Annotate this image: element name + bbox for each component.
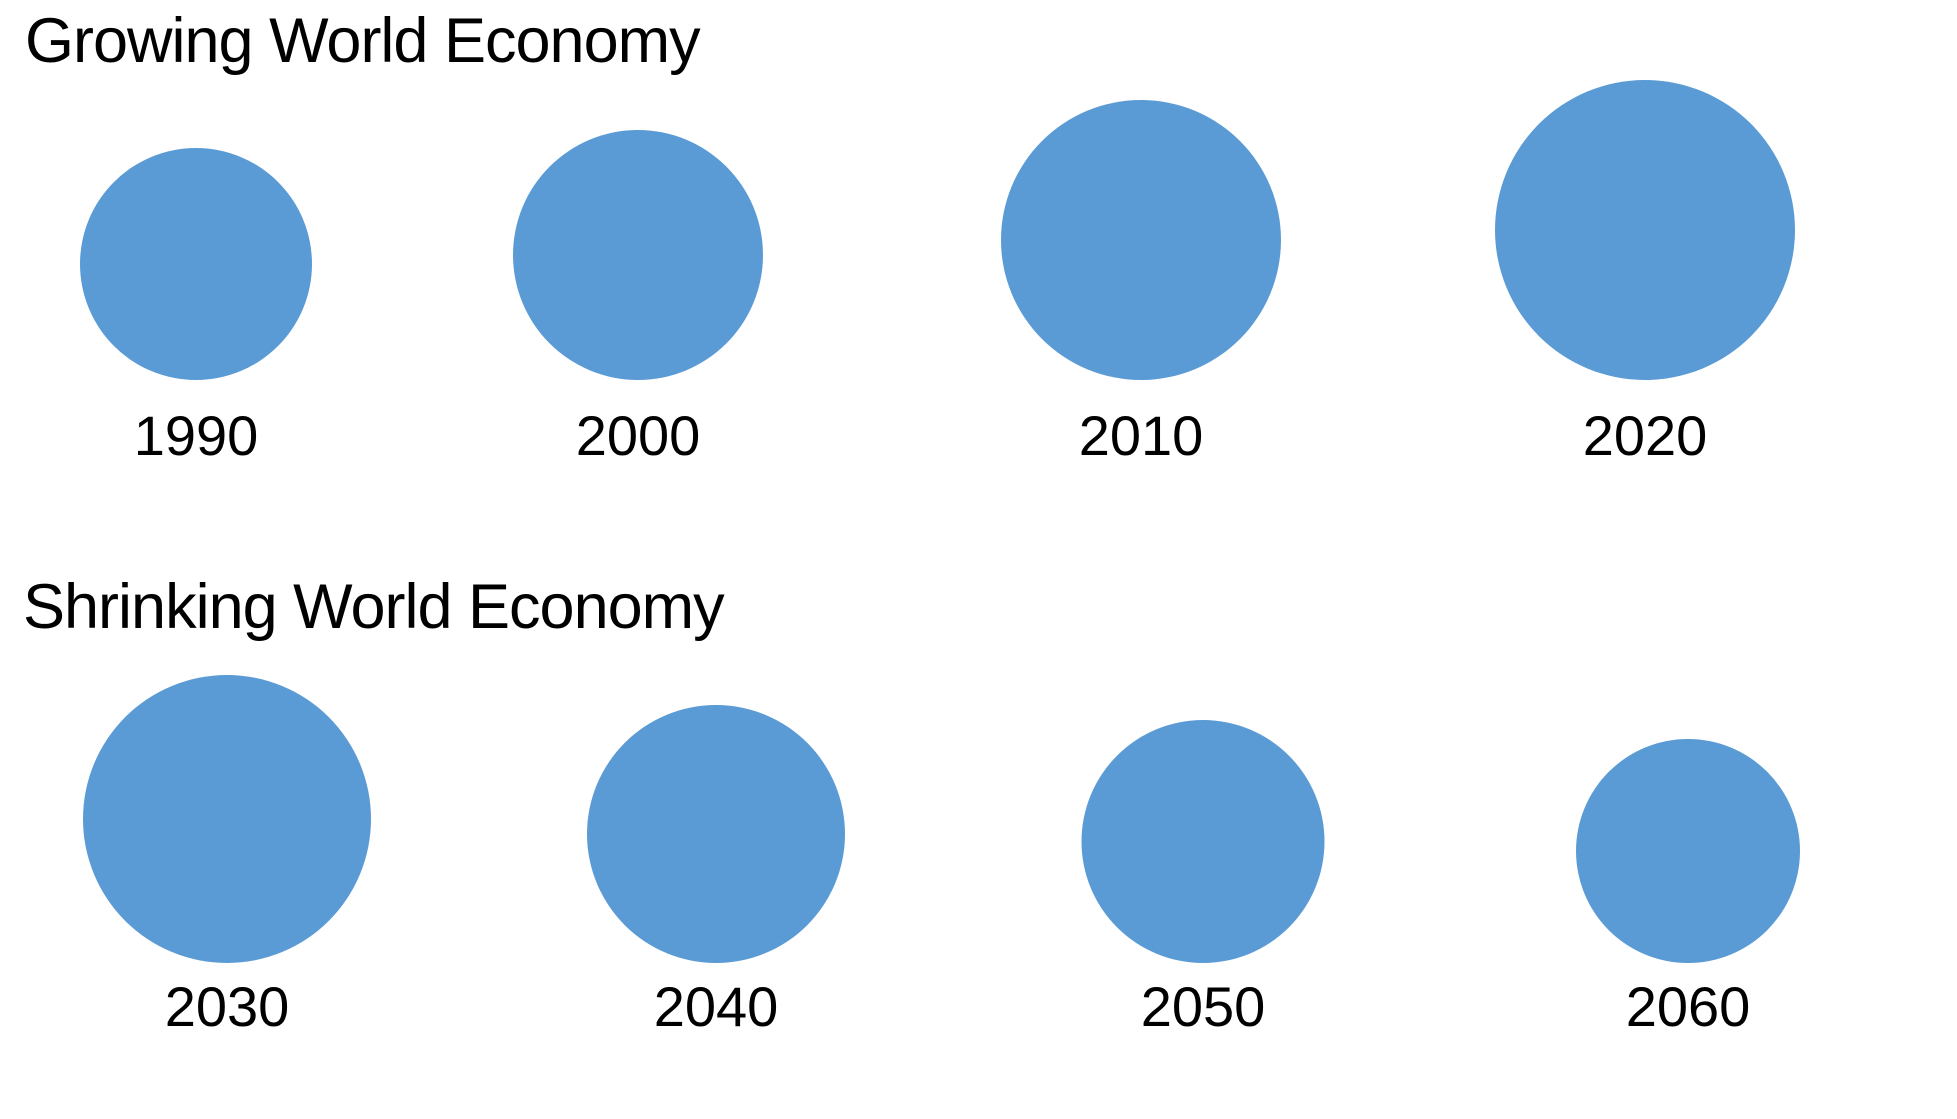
economy-bubble [513, 130, 763, 380]
bubble-item: 2030 [83, 675, 371, 1035]
year-label: 2010 [1078, 404, 1204, 467]
economy-bubble [83, 675, 371, 963]
economy-bubble [1495, 80, 1795, 380]
economy-bubble [1576, 739, 1800, 963]
bubble-item: 2060 [1576, 739, 1800, 1035]
year-label: 1990 [133, 404, 259, 467]
bubble-item: 1990 [80, 148, 312, 464]
economy-bubble [1081, 720, 1325, 963]
section-title-growing: Growing World Economy [25, 6, 701, 76]
bubble-item: 2000 [513, 130, 763, 464]
economy-bubble [587, 705, 845, 963]
bubble-item: 2040 [587, 705, 845, 1035]
year-label: 2000 [575, 404, 701, 467]
year-label: 2040 [653, 975, 779, 1038]
year-label: 2020 [1582, 404, 1708, 467]
economy-bubble [80, 148, 312, 380]
year-label: 2030 [164, 975, 290, 1038]
bubble-item: 2020 [1495, 80, 1795, 464]
bubble-item: 2050 [1081, 720, 1325, 1038]
year-label: 2050 [1140, 975, 1266, 1038]
economy-bubble [1001, 100, 1281, 380]
section-title-shrinking: Shrinking World Economy [23, 572, 725, 642]
bubble-item: 2010 [1001, 100, 1281, 464]
year-label: 2060 [1625, 975, 1751, 1038]
